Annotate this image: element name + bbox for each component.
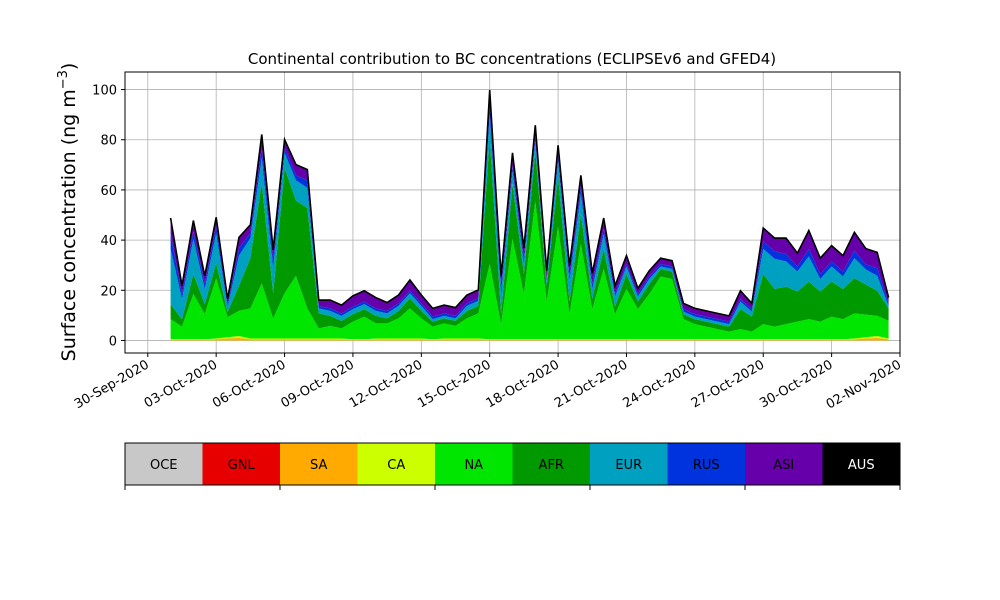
- chart-title: Continental contribution to BC concentra…: [248, 50, 776, 68]
- legend-swatch-eur: [590, 443, 668, 485]
- x-tick-label: 12-Oct-2020: [347, 357, 425, 411]
- legend-label: AFR: [539, 458, 564, 473]
- legend-swatch-gnl: [202, 443, 280, 485]
- y-tick-label: 80: [100, 134, 117, 149]
- x-tick-label: 30-Sep-2020: [72, 357, 152, 412]
- x-tick-label: 18-Oct-2020: [484, 357, 562, 411]
- legend-swatch-ca: [357, 443, 435, 485]
- y-tick-label: 20: [100, 284, 117, 299]
- x-tick-label: 15-Oct-2020: [415, 357, 493, 411]
- legend-label: NA: [464, 458, 483, 473]
- legend-swatch-asi: [745, 443, 823, 485]
- legend-colorbar: OCE GNL SA CA NA AFR EUR RUS ASI AUS: [124, 442, 901, 490]
- legend-label: EUR: [615, 458, 642, 473]
- y-tick-label: 60: [100, 184, 117, 199]
- legend-swatch-rus: [667, 443, 745, 485]
- legend-label: CA: [387, 458, 405, 473]
- legend-label: SA: [310, 458, 327, 473]
- x-tick-label: 03-Oct-2020: [142, 357, 220, 411]
- total-outline: [169, 90, 890, 317]
- plot-frame: [124, 71, 901, 354]
- legend-swatch-aus: [822, 443, 900, 485]
- legend-frame: [124, 442, 901, 486]
- y-axis-ticks: 0 20 40 60 80 100: [92, 84, 125, 349]
- x-tick-label: 30-Oct-2020: [757, 357, 835, 411]
- legend-label: ASI: [773, 458, 794, 473]
- y-tick-label: 100: [92, 84, 117, 99]
- y-tick-label: 0: [109, 334, 117, 349]
- x-tick-label: 27-Oct-2020: [689, 357, 767, 411]
- series-area-sa: [170, 337, 889, 341]
- y-tick-label: 40: [100, 234, 117, 249]
- x-tick-label: 21-Oct-2020: [552, 357, 630, 411]
- x-tick-label: 24-Oct-2020: [620, 357, 698, 411]
- x-tick-label: 02-Nov-2020: [824, 357, 904, 412]
- series-area-na: [170, 201, 889, 340]
- legend-label: OCE: [150, 458, 178, 473]
- stacked-areas: [170, 90, 889, 341]
- legend-swatch-oce: [125, 443, 203, 485]
- legend-label: RUS: [693, 458, 720, 473]
- legend-label: AUS: [848, 458, 875, 473]
- legend-label: GNL: [228, 458, 256, 473]
- legend-swatch-afr: [512, 443, 590, 485]
- legend-swatch-na: [435, 443, 513, 485]
- legend-swatch-sa: [280, 443, 358, 485]
- series-area-ca: [170, 335, 889, 340]
- x-tick-label: 09-Oct-2020: [279, 357, 357, 411]
- x-tick-label: 06-Oct-2020: [210, 357, 288, 411]
- series-area-afr: [170, 138, 889, 332]
- x-axis-ticks: 30-Sep-202003-Oct-202006-Oct-202009-Oct-…: [72, 353, 904, 412]
- y-axis-label: Surface concentration (ng m−3): [56, 63, 80, 362]
